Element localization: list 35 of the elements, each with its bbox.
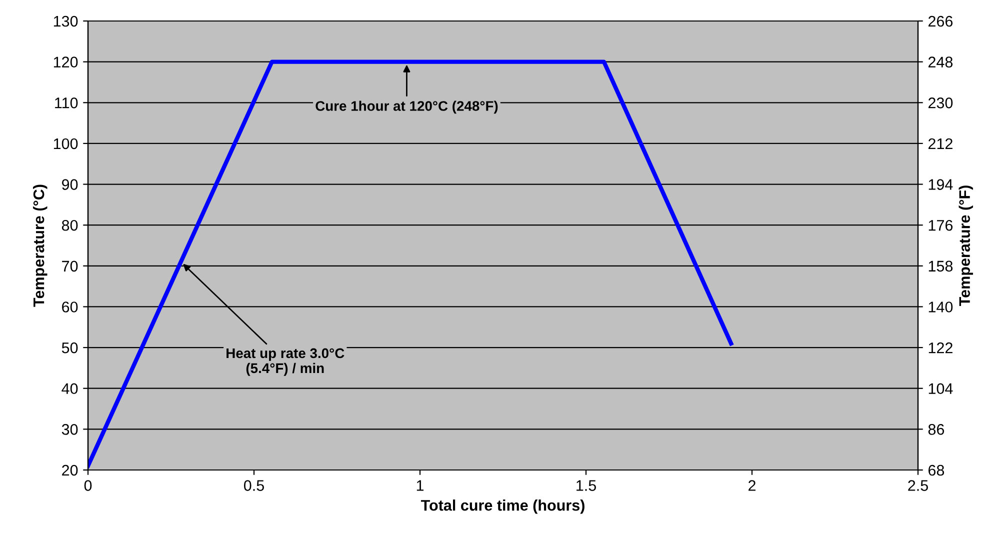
y-tick-label: 30: [62, 424, 78, 435]
y2-tick-label: 248: [928, 56, 953, 68]
x-tick-label: 1: [416, 480, 424, 491]
y2-tick-label: 68: [928, 464, 944, 476]
annotation: Cure 1hour at 120°C (248°F): [316, 100, 498, 114]
y-tick-label: 120: [54, 56, 78, 68]
x-tick-label: 1.5: [576, 480, 596, 491]
y-tick-label: 100: [54, 138, 78, 150]
y-tick-label: 110: [55, 98, 78, 108]
x-tick-label: 0.5: [244, 480, 264, 491]
y-tick-label: 80: [62, 220, 78, 231]
y2-tick-label: 158: [928, 260, 953, 272]
y-tick-label: 50: [62, 342, 78, 354]
y2-axis-title: Temperature (°F): [958, 186, 974, 306]
y-tick-label: 40: [62, 383, 78, 394]
y2-tick-label: 212: [928, 138, 952, 149]
y-tick-label: 70: [62, 260, 78, 272]
x-tick-label: 2.5: [908, 480, 928, 491]
x-tick-label: 0: [84, 480, 92, 491]
y2-tick-label: 194: [928, 179, 953, 190]
y2-tick-label: 266: [928, 16, 953, 27]
y-tick-label: 130: [54, 16, 78, 27]
y-tick-label: 60: [62, 302, 78, 312]
x-axis-title: Total cure time (hours): [420, 500, 584, 514]
x-tick-label: 2: [748, 480, 756, 491]
y-axis-title: Temperature (°C): [32, 184, 48, 307]
y2-tick-label: 140: [928, 302, 953, 312]
y2-tick-label: 104: [928, 383, 953, 394]
y-tick-label: 90: [62, 179, 78, 190]
y-tick-label: 20: [62, 464, 78, 476]
y2-tick-label: 176: [928, 220, 953, 231]
y2-tick-label: 122: [928, 342, 952, 354]
annotation: Heat up rate 3.0°C (5.4°F) / min: [226, 348, 344, 376]
y2-tick-label: 230: [928, 98, 953, 108]
y2-tick-label: 86: [928, 424, 944, 435]
